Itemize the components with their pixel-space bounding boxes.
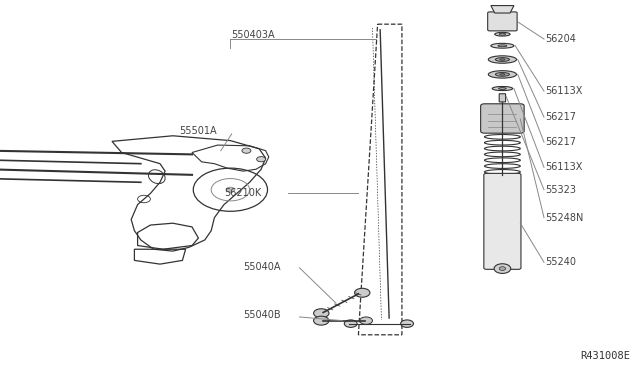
Text: 56217: 56217 [545, 112, 576, 122]
Text: 55040B: 55040B [243, 310, 281, 320]
Ellipse shape [495, 32, 510, 36]
FancyBboxPatch shape [481, 104, 524, 133]
Ellipse shape [500, 59, 505, 60]
Ellipse shape [495, 58, 509, 61]
Circle shape [401, 320, 413, 327]
Ellipse shape [488, 71, 516, 78]
Polygon shape [491, 6, 514, 13]
Text: 55323: 55323 [545, 185, 576, 195]
Circle shape [344, 320, 357, 327]
Text: 55248N: 55248N [545, 213, 584, 222]
Ellipse shape [491, 43, 514, 48]
Text: 56113X: 56113X [545, 86, 582, 96]
Circle shape [499, 267, 506, 270]
FancyBboxPatch shape [484, 173, 521, 269]
Text: 56204: 56204 [545, 34, 576, 44]
FancyBboxPatch shape [488, 12, 517, 31]
Circle shape [226, 187, 235, 192]
Text: 56113X: 56113X [545, 163, 582, 172]
Text: 55040A: 55040A [243, 262, 281, 272]
Circle shape [257, 157, 266, 162]
Circle shape [314, 309, 329, 318]
Text: 55240: 55240 [545, 257, 576, 267]
Circle shape [242, 148, 251, 153]
Text: R431008E: R431008E [580, 351, 630, 361]
Circle shape [360, 317, 372, 324]
FancyBboxPatch shape [499, 94, 506, 102]
Ellipse shape [499, 87, 506, 89]
Ellipse shape [498, 45, 507, 46]
Ellipse shape [492, 86, 513, 90]
Circle shape [355, 288, 370, 297]
Ellipse shape [499, 33, 506, 35]
Ellipse shape [500, 74, 505, 75]
Circle shape [314, 316, 329, 325]
Circle shape [494, 264, 511, 273]
Text: 55501A: 55501A [179, 126, 217, 136]
Text: 56210K: 56210K [224, 189, 261, 198]
Text: 550403A: 550403A [232, 31, 275, 40]
Ellipse shape [488, 56, 516, 63]
Ellipse shape [495, 73, 509, 76]
Text: 56217: 56217 [545, 137, 576, 147]
